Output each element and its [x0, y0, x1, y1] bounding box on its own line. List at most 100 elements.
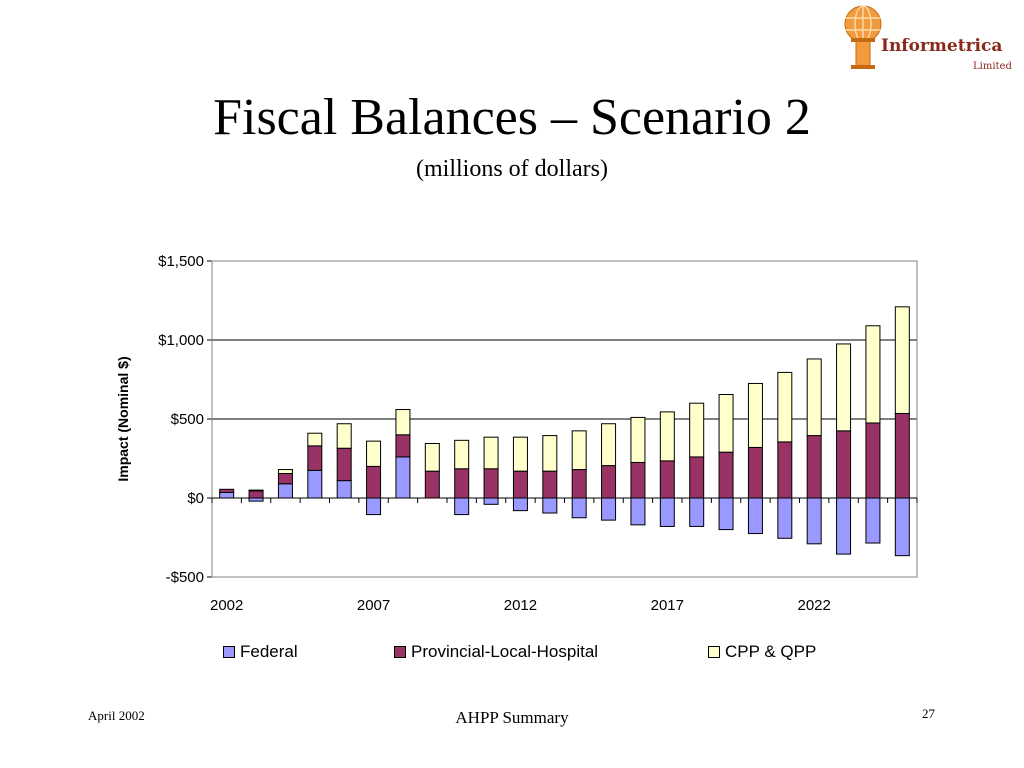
- bar-segment: [395, 409, 411, 436]
- bar-segment: [571, 469, 587, 499]
- bar-segment: [571, 430, 587, 471]
- bars: [219, 306, 910, 557]
- bar-segment: [248, 490, 264, 499]
- bar-segment: [747, 446, 763, 499]
- bar-segment: [248, 489, 264, 492]
- bar-segment: [395, 434, 411, 458]
- bar-segment: [689, 497, 705, 527]
- bar-segment: [454, 468, 470, 499]
- informetrica-logo: [844, 5, 882, 69]
- bar-segment: [894, 497, 910, 557]
- bar-segment: [336, 423, 352, 449]
- bar-segment: [689, 402, 705, 458]
- bar-segment: [659, 411, 675, 462]
- bar-segment: [336, 447, 352, 482]
- page-number: 27: [922, 706, 935, 721]
- x-ticks: [211, 498, 918, 503]
- bar-segment: [777, 371, 793, 443]
- bar-segment: [454, 439, 470, 470]
- bar-segment: [219, 491, 235, 499]
- bar-segment: [424, 470, 440, 499]
- bar-segment: [777, 497, 793, 539]
- footer-date: April 2002: [88, 708, 145, 723]
- logo-name: Informetrica: [881, 36, 1003, 56]
- bar-segment: [307, 445, 323, 471]
- legend-label: Federal: [240, 642, 298, 661]
- y-tick-label: $1,500: [158, 253, 204, 270]
- legend-item-federal: Federal: [223, 642, 298, 662]
- globe-icon: [844, 5, 882, 69]
- bar-segment: [806, 358, 822, 437]
- bar-segment: [836, 343, 852, 432]
- bar-segment: [601, 465, 617, 499]
- bar-segment: [659, 497, 675, 527]
- bar-segment: [571, 497, 587, 519]
- bar-segment: [630, 497, 646, 526]
- bar-segment: [454, 497, 470, 516]
- x-tick-label: 2007: [357, 597, 390, 614]
- bar-segment: [395, 456, 411, 499]
- cpp-qpp-swatch: [708, 646, 720, 658]
- bar-segment: [718, 497, 734, 531]
- bar-segment: [601, 423, 617, 467]
- bar-segment: [512, 436, 528, 472]
- bar-segment: [483, 468, 499, 499]
- bar-segment: [483, 497, 499, 505]
- x-tick-labels: 2002 2007 2012 2017 2022: [210, 597, 831, 614]
- bar-segment: [777, 441, 793, 499]
- legend-label: CPP & QPP: [725, 642, 817, 661]
- bar-segment: [630, 461, 646, 499]
- bar-segment: [277, 483, 293, 499]
- bar-segment: [747, 497, 763, 535]
- bar-segment: [718, 451, 734, 499]
- bar-segment: [806, 497, 822, 545]
- bar-segment: [747, 382, 763, 448]
- bar-segment: [865, 325, 881, 424]
- provincial-swatch: [394, 646, 406, 658]
- y-axis-label: Impact (Nominal $): [115, 356, 131, 481]
- bar-segment: [836, 430, 852, 499]
- bar-segment: [512, 470, 528, 499]
- bar-segment: [659, 460, 675, 499]
- footer-title: AHPP Summary: [455, 708, 569, 727]
- y-tick-label: $500: [171, 411, 204, 428]
- plot-area-border: [211, 260, 918, 578]
- bar-segment: [601, 497, 617, 521]
- x-tick-label: 2012: [504, 597, 537, 614]
- bar-segment: [366, 440, 382, 467]
- bar-segment: [542, 470, 558, 499]
- bar-segment: [806, 435, 822, 499]
- y-tick-labels: -$500 $0 $500 $1,000 $1,500: [158, 253, 204, 586]
- page-subtitle: (millions of dollars): [416, 156, 608, 182]
- bar-segment: [718, 394, 734, 453]
- bar-segment: [836, 497, 852, 555]
- bar-segment: [512, 497, 528, 512]
- bar-segment: [894, 412, 910, 499]
- bar-segment: [277, 473, 293, 485]
- bar-segment: [307, 432, 323, 447]
- bar-segment: [542, 497, 558, 514]
- bar-segment: [219, 488, 235, 493]
- legend-item-cpp-qpp: CPP & QPP: [708, 642, 816, 662]
- bar-segment: [483, 436, 499, 470]
- y-tick-label: -$500: [166, 569, 204, 586]
- y-tick-label: $1,000: [158, 332, 204, 349]
- bar-segment: [366, 465, 382, 499]
- bar-segment: [366, 497, 382, 516]
- bar-segment: [865, 422, 881, 499]
- logo-subtitle: Limited: [973, 61, 1012, 72]
- x-tick-label: 2017: [651, 597, 684, 614]
- legend-label: Provincial-Local-Hospital: [411, 642, 599, 661]
- bar-segment: [894, 306, 910, 414]
- legend-item-provincial: Provincial-Local-Hospital: [394, 642, 598, 662]
- y-tick-label: $0: [187, 490, 204, 507]
- x-tick-label: 2022: [798, 597, 831, 614]
- x-tick-label: 2002: [210, 597, 243, 614]
- page-title: Fiscal Balances – Scenario 2: [213, 89, 811, 146]
- federal-swatch: [223, 646, 235, 658]
- bar-segment: [630, 416, 646, 463]
- bar-segment: [277, 469, 293, 475]
- bar-segment: [689, 456, 705, 499]
- bar-segment: [424, 442, 440, 472]
- bar-segment: [542, 435, 558, 472]
